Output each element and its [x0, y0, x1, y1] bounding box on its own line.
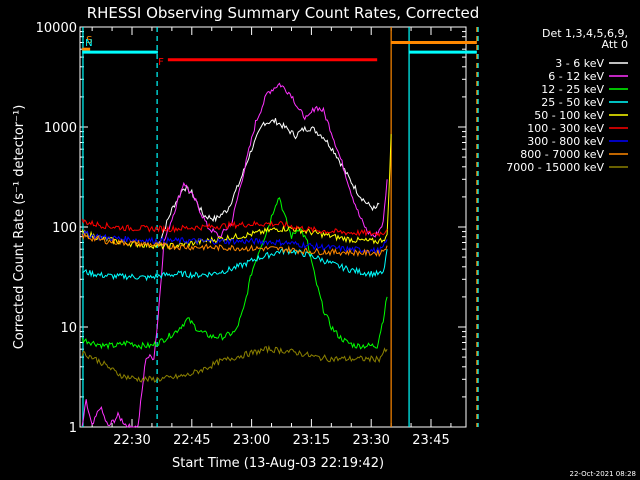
- legend-label: 300 - 800 keV: [527, 135, 604, 148]
- x-axis: 22:30 22:45 23:00 23:15 23:30 23:45: [91, 27, 452, 448]
- legend-label: 3 - 6 keV: [555, 57, 604, 70]
- flag-label: N: [85, 38, 92, 49]
- y-tick-label: 1: [69, 421, 77, 436]
- x-tick-label: 22:45: [173, 433, 210, 448]
- flag-bars: SN F: [82, 35, 477, 68]
- series-line: [82, 247, 388, 282]
- legend-label: 7000 - 15000 keV: [506, 161, 604, 174]
- legend-label: 12 - 25 keV: [541, 83, 604, 96]
- legend-label: 100 - 300 keV: [527, 122, 604, 135]
- series-line: [81, 230, 388, 255]
- x-tick-label: 23:00: [233, 433, 270, 448]
- x-axis-label: Start Time (13-Aug-03 22:19:42): [172, 456, 384, 471]
- legend-title: Det 1,3,4,5,6,9,: [542, 27, 628, 40]
- vertical-markers: [82, 27, 479, 427]
- x-tick-label: 23:15: [293, 433, 330, 448]
- chart-title: RHESSI Observing Summary Count Rates, Co…: [87, 4, 480, 22]
- y-tick-label: 1000: [44, 121, 77, 136]
- x-tick-label: 23:30: [352, 433, 389, 448]
- legend-label: 25 - 50 keV: [541, 96, 604, 109]
- y-axis: 1 10 100 1000 10000: [36, 21, 466, 436]
- series-line: [81, 134, 392, 251]
- series-lines: [81, 82, 392, 428]
- flag-label: S: [86, 35, 92, 46]
- plot-frame: [79, 26, 467, 428]
- series-line: [81, 82, 388, 428]
- series-line: [81, 232, 388, 258]
- y-tick-label: 10: [60, 321, 77, 336]
- series-line: [81, 218, 388, 238]
- y-axis-label: Corrected Count Rate (s⁻¹ detector⁻¹): [12, 105, 27, 350]
- footer-date: 22-Oct-2021 08:28: [570, 470, 636, 478]
- series-line: [81, 197, 388, 351]
- x-tick-label: 22:30: [113, 433, 150, 448]
- series-line: [81, 344, 388, 383]
- legend-label: 6 - 12 keV: [548, 70, 604, 83]
- flag-label: F: [158, 57, 164, 68]
- legend-label: 50 - 100 keV: [534, 109, 604, 122]
- y-tick-label: 10000: [36, 21, 77, 36]
- y-tick-label: 100: [52, 221, 77, 236]
- legend-title: Att 0: [602, 38, 628, 51]
- legend-label: 800 - 7000 keV: [520, 148, 604, 161]
- x-tick-label: 23:45: [412, 433, 449, 448]
